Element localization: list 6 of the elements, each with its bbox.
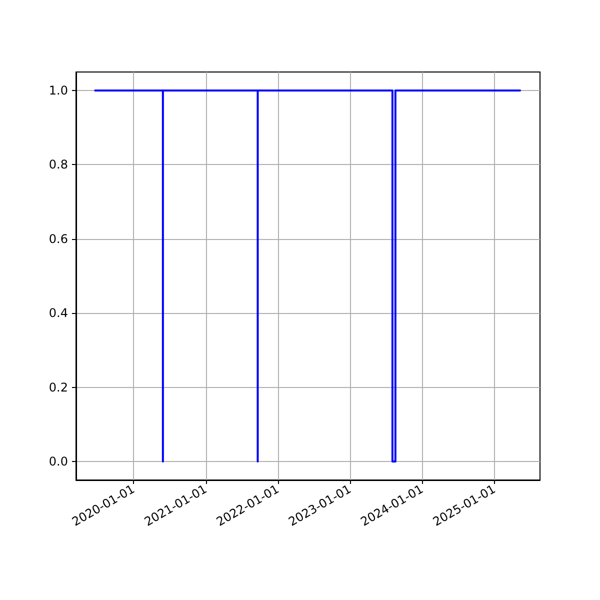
y-tick-label: 1.0	[48, 84, 68, 98]
y-tick-label: 0.0	[48, 454, 68, 468]
y-tick-label: 0.6	[48, 232, 68, 246]
y-tick-label: 0.2	[48, 380, 68, 394]
y-tick-label: 0.8	[48, 158, 68, 172]
y-tick-label: 0.4	[48, 306, 68, 320]
